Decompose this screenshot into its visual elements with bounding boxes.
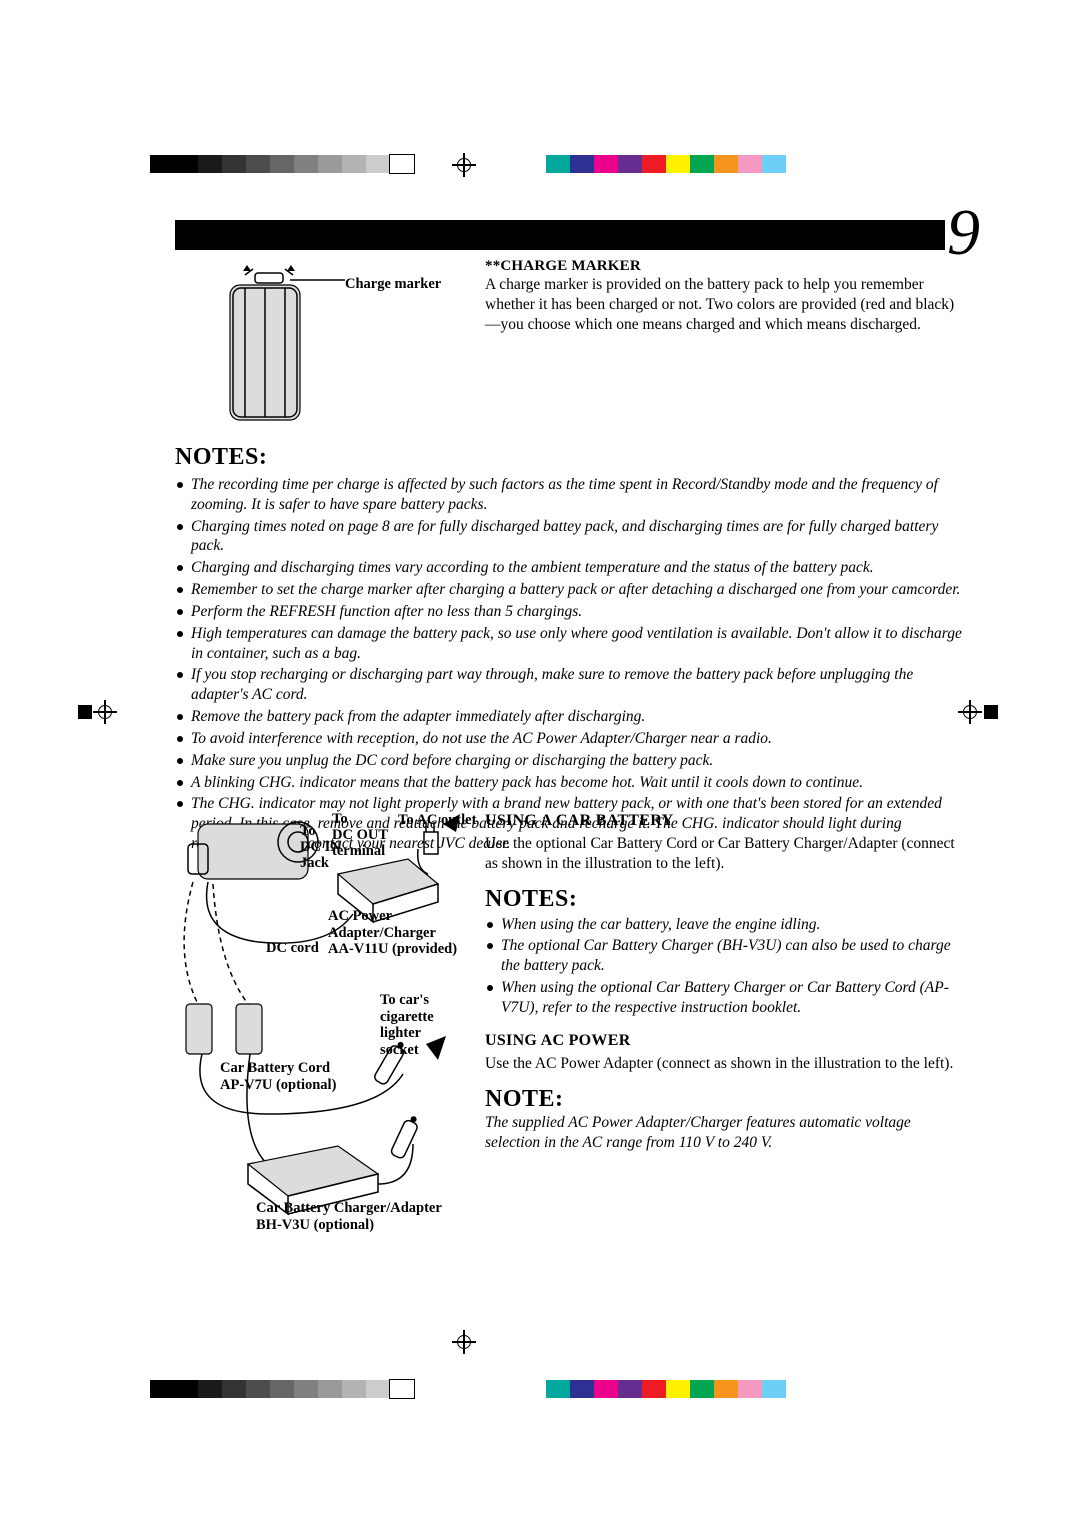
note-item: To avoid interference with reception, do… (175, 729, 965, 749)
grayscale-colorbar (150, 1380, 414, 1398)
note-item: When using the optional Car Battery Char… (485, 978, 955, 1018)
notes-heading: NOTES: (175, 444, 965, 471)
note-item: The optional Car Battery Charger (BH-V3U… (485, 936, 955, 976)
registration-mark-icon (93, 700, 117, 724)
process-colorbar (546, 1380, 786, 1398)
label-car-cord: Car Battery Cord AP-V7U (optional) (220, 1060, 336, 1093)
note-item: Remember to set the charge marker after … (175, 580, 965, 600)
ac-note-heading: NOTE: (485, 1086, 955, 1113)
registration-square (78, 705, 92, 719)
label-ac-adapter: AC Power Adapter/Charger AA-V11U (provid… (328, 908, 457, 958)
charge-marker-heading: **CHARGE MARKER (485, 258, 955, 275)
ac-power-heading: USING AC POWER (485, 1032, 955, 1050)
label-to-ac-outlet: To AC outlet (398, 812, 476, 829)
registration-mark-icon (452, 1330, 476, 1354)
process-colorbar (546, 155, 786, 173)
car-notes-list: When using the car battery, leave the en… (485, 915, 955, 1018)
label-to-car-socket: To car's cigarette lighter socket (380, 992, 434, 1059)
leader-line (290, 270, 350, 290)
label-to-dc-out: To DC OUT terminal (332, 812, 388, 860)
grayscale-colorbar (150, 155, 414, 173)
car-battery-heading: USING A CAR BATTERY (485, 812, 955, 830)
car-notes-heading: NOTES: (485, 886, 955, 913)
note-item: High temperatures can damage the battery… (175, 624, 965, 664)
note-item: A blinking CHG. indicator means that the… (175, 773, 965, 793)
ac-power-body: Use the AC Power Adapter (connect as sho… (485, 1054, 955, 1074)
registration-square (984, 705, 998, 719)
header-band (175, 220, 945, 250)
ac-note-body: The supplied AC Power Adapter/Charger fe… (485, 1113, 955, 1153)
note-item: If you stop recharging or discharging pa… (175, 665, 965, 705)
note-item: Charging times noted on page 8 are for f… (175, 517, 965, 557)
notes-list: The recording time per charge is affecte… (175, 475, 965, 854)
note-item: Remove the battery pack from the adapter… (175, 707, 965, 727)
note-item: Make sure you unplug the DC cord before … (175, 751, 965, 771)
car-battery-body: Use the optional Car Battery Cord or Car… (485, 834, 955, 874)
label-car-charger: Car Battery Charger/Adapter BH-V3U (opti… (256, 1200, 442, 1233)
charge-marker-label: Charge marker (345, 276, 441, 293)
note-item: Perform the REFRESH function after no le… (175, 602, 965, 622)
note-item: When using the car battery, leave the en… (485, 915, 955, 935)
label-dc-cord: DC cord (266, 940, 319, 957)
note-item: The recording time per charge is affecte… (175, 475, 965, 515)
note-item: Charging and discharging times vary acco… (175, 558, 965, 578)
charge-marker-body: A charge marker is provided on the batte… (485, 275, 955, 334)
registration-mark-icon (452, 153, 476, 177)
